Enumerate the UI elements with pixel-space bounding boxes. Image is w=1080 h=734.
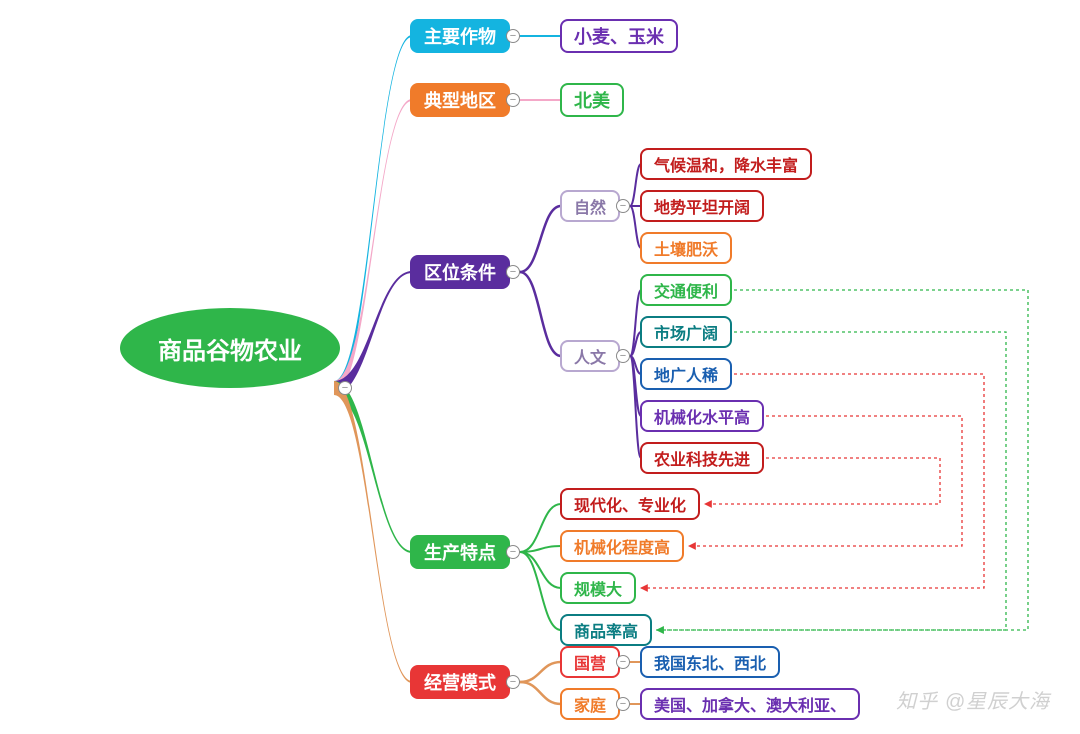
toggle-icon[interactable]: − (506, 545, 520, 559)
leaf-node: 小麦、玉米 (560, 19, 678, 53)
toggle-icon[interactable]: − (506, 29, 520, 43)
sub-node: 家庭 (560, 688, 620, 720)
leaf-node: 交通便利 (640, 274, 732, 306)
leaf-node: 北美 (560, 83, 624, 117)
sub-node: 自然 (560, 190, 620, 222)
sub-node: 国营 (560, 646, 620, 678)
leaf-node: 美国、加拿大、澳大利亚、 (640, 688, 860, 720)
leaf-node: 土壤肥沃 (640, 232, 732, 264)
leaf-node: 地势平坦开阔 (640, 190, 764, 222)
leaf-node: 商品率高 (560, 614, 652, 646)
leaf-node: 我国东北、西北 (640, 646, 780, 678)
toggle-icon[interactable]: − (506, 93, 520, 107)
branch-node: 典型地区 (410, 83, 510, 117)
root-node: 商品谷物农业 (120, 308, 340, 388)
toggle-icon[interactable]: − (616, 697, 630, 711)
toggle-icon[interactable]: − (616, 199, 630, 213)
branch-node: 区位条件 (410, 255, 510, 289)
leaf-node: 农业科技先进 (640, 442, 764, 474)
leaf-node: 规模大 (560, 572, 636, 604)
toggle-icon[interactable]: − (338, 381, 352, 395)
branch-node: 生产特点 (410, 535, 510, 569)
toggle-icon[interactable]: − (616, 655, 630, 669)
watermark: 知乎 @星辰大海 (896, 685, 1050, 714)
leaf-node: 气候温和，降水丰富 (640, 148, 812, 180)
leaf-node: 现代化、专业化 (560, 488, 700, 520)
leaf-node: 机械化水平高 (640, 400, 764, 432)
leaf-node: 市场广阔 (640, 316, 732, 348)
toggle-icon[interactable]: − (616, 349, 630, 363)
branch-node: 主要作物 (410, 19, 510, 53)
toggle-icon[interactable]: − (506, 675, 520, 689)
branch-node: 经营模式 (410, 665, 510, 699)
leaf-node: 地广人稀 (640, 358, 732, 390)
leaf-node: 机械化程度高 (560, 530, 684, 562)
sub-node: 人文 (560, 340, 620, 372)
toggle-icon[interactable]: − (506, 265, 520, 279)
